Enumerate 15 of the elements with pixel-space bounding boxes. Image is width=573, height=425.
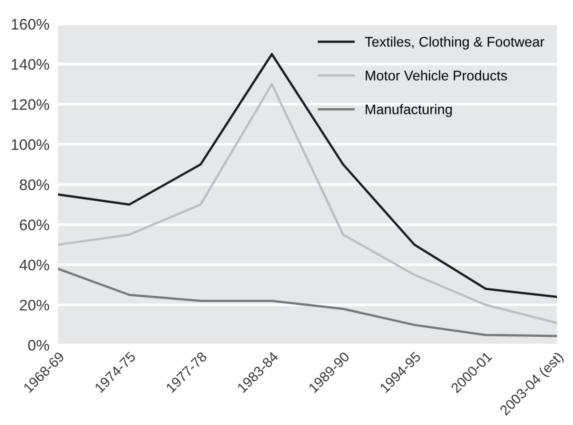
y-tick-label: 40%: [19, 260, 50, 270]
y-tick-label: 100%: [12, 139, 50, 150]
line-series: [58, 268, 557, 338]
y-tick-label: 20%: [20, 300, 50, 311]
y-tick-label: 60%: [20, 219, 50, 230]
y-tick-label: 120%: [12, 99, 50, 110]
y-tick-label: 80%: [20, 179, 50, 190]
y-tick-label: 0%: [28, 340, 50, 351]
line-series: [58, 52, 557, 298]
line-series: [58, 83, 557, 324]
y-tick-label: 160%: [12, 18, 50, 30]
legend-label: Textiles, Clothing & Footwear: [364, 36, 544, 50]
y-tick-label: 140%: [12, 58, 50, 70]
legend-label: Manufacturing: [366, 104, 452, 118]
legend-label: Motor Vehicle Products: [366, 70, 507, 80]
